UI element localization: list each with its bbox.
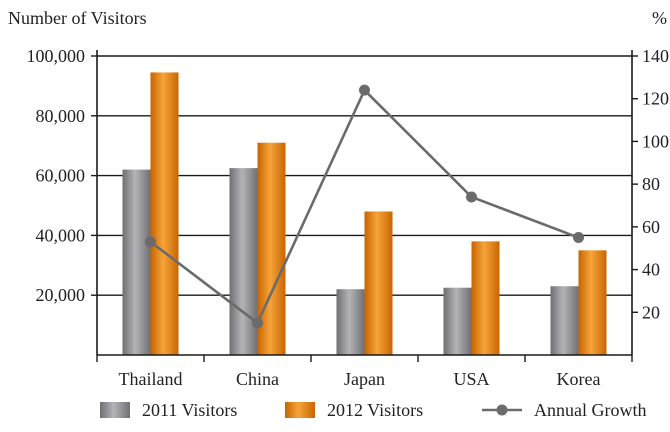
bar-2011 <box>443 287 472 355</box>
bars <box>122 72 607 355</box>
right-tick-label: 20 <box>642 302 660 322</box>
legend-label: 2012 Visitors <box>327 400 423 420</box>
right-axis-title: % <box>652 8 667 28</box>
left-tick-label: 40,000 <box>36 225 86 245</box>
tick-labels: 20,000 40,000 60,000 80,000 100,000 20 40 60 80 1… <box>27 46 670 389</box>
bar-2012 <box>471 241 500 355</box>
right-tick-label: 40 <box>642 260 660 280</box>
left-tick-label: 60,000 <box>36 166 86 186</box>
bar-2011 <box>336 289 365 355</box>
x-tick-label: USA <box>453 369 489 389</box>
x-tick-label: Thailand <box>119 369 183 389</box>
growth-point <box>252 317 263 329</box>
x-tick-label: Korea <box>557 369 601 389</box>
right-tick-label: 60 <box>642 217 660 237</box>
growth-point <box>466 191 477 203</box>
x-tick-label: Japan <box>344 369 385 389</box>
x-tick-label: China <box>236 369 279 389</box>
right-tick-label: 120 <box>642 89 669 109</box>
grid-lines <box>97 55 632 296</box>
left-tick-label: 100,000 <box>27 46 86 66</box>
growth-point <box>359 84 370 96</box>
right-tick-label: 100 <box>642 131 669 151</box>
left-tick-label: 20,000 <box>36 285 86 305</box>
right-tick-label: 140 <box>642 46 669 66</box>
bar-2011 <box>122 169 151 355</box>
bar-2012 <box>364 211 393 355</box>
legend-label: 2011 Visitors <box>142 400 237 420</box>
growth-line <box>145 84 584 329</box>
legend-label: Annual Growth <box>534 400 646 420</box>
legend: 2011 Visitors 2012 Visitors Annual Growth <box>100 400 646 420</box>
growth-point <box>145 236 156 248</box>
axes <box>91 50 638 362</box>
left-tick-label: 80,000 <box>36 106 86 126</box>
bar-2012 <box>578 250 607 355</box>
bar-2011 <box>229 168 258 355</box>
right-tick-label: 80 <box>642 174 660 194</box>
growth-point <box>573 232 584 244</box>
bar-2012 <box>257 142 286 355</box>
legend-swatch <box>100 402 130 418</box>
bar-2011 <box>550 286 579 355</box>
bar-2012 <box>150 72 179 355</box>
legend-marker <box>496 404 508 416</box>
legend-swatch <box>285 402 315 418</box>
left-axis-title: Number of Visitors <box>8 8 147 28</box>
